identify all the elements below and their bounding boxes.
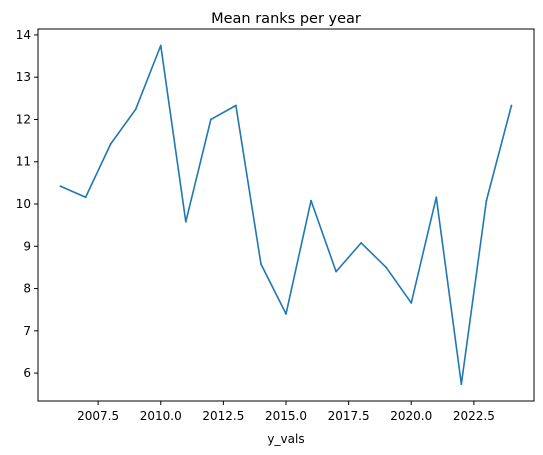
- y-tick-label: 7: [23, 324, 31, 338]
- y-tick-label: 9: [23, 239, 31, 253]
- data-point: [285, 313, 287, 315]
- data-point: [235, 104, 237, 107]
- plot-area-frame: [37, 28, 535, 402]
- chart-title: Mean ranks per year: [211, 11, 361, 27]
- series-line: [59, 44, 513, 385]
- data-point: [335, 270, 337, 273]
- data-point: [59, 185, 62, 188]
- y-axis: 6 7 8 9 10 11 12 13 14: [16, 28, 38, 380]
- data-point: [360, 242, 363, 244]
- y-tick-label: 12: [16, 112, 31, 126]
- x-axis-title: y_vals: [267, 432, 304, 446]
- data-point: [385, 266, 388, 269]
- y-tick-label: 13: [16, 70, 31, 84]
- data-point: [410, 302, 413, 304]
- data-point: [109, 143, 112, 145]
- data-point: [485, 199, 488, 202]
- x-tick-label: 2007.5: [77, 409, 119, 423]
- y-tick-label: 6: [23, 366, 31, 380]
- x-tick-label: 2010.0: [140, 409, 182, 423]
- y-tick-label: 8: [23, 282, 31, 296]
- data-point: [510, 104, 513, 107]
- y-tick-label: 14: [16, 28, 31, 42]
- x-tick-label: 2015.0: [265, 409, 307, 423]
- data-point: [310, 199, 312, 202]
- data-point: [134, 108, 137, 111]
- data-point: [435, 196, 438, 199]
- data-point: [209, 118, 212, 121]
- x-tick-label: 2017.5: [328, 409, 370, 423]
- x-tick-label: 2020.0: [390, 409, 432, 423]
- x-tick-label: 2012.5: [202, 409, 244, 423]
- x-axis: 2007.5 2010.0 2012.5 2015.0 2017.5 2020.0 2022…: [77, 401, 495, 423]
- data-point: [184, 220, 187, 223]
- data-point: [460, 383, 463, 385]
- data-point: [260, 263, 262, 265]
- series-layer: [59, 44, 513, 385]
- y-tick-label: 10: [16, 197, 31, 211]
- data-point: [84, 196, 87, 199]
- data-point: [159, 44, 162, 47]
- y-tick-label: 11: [16, 155, 31, 169]
- x-tick-label: 2022.5: [453, 409, 495, 423]
